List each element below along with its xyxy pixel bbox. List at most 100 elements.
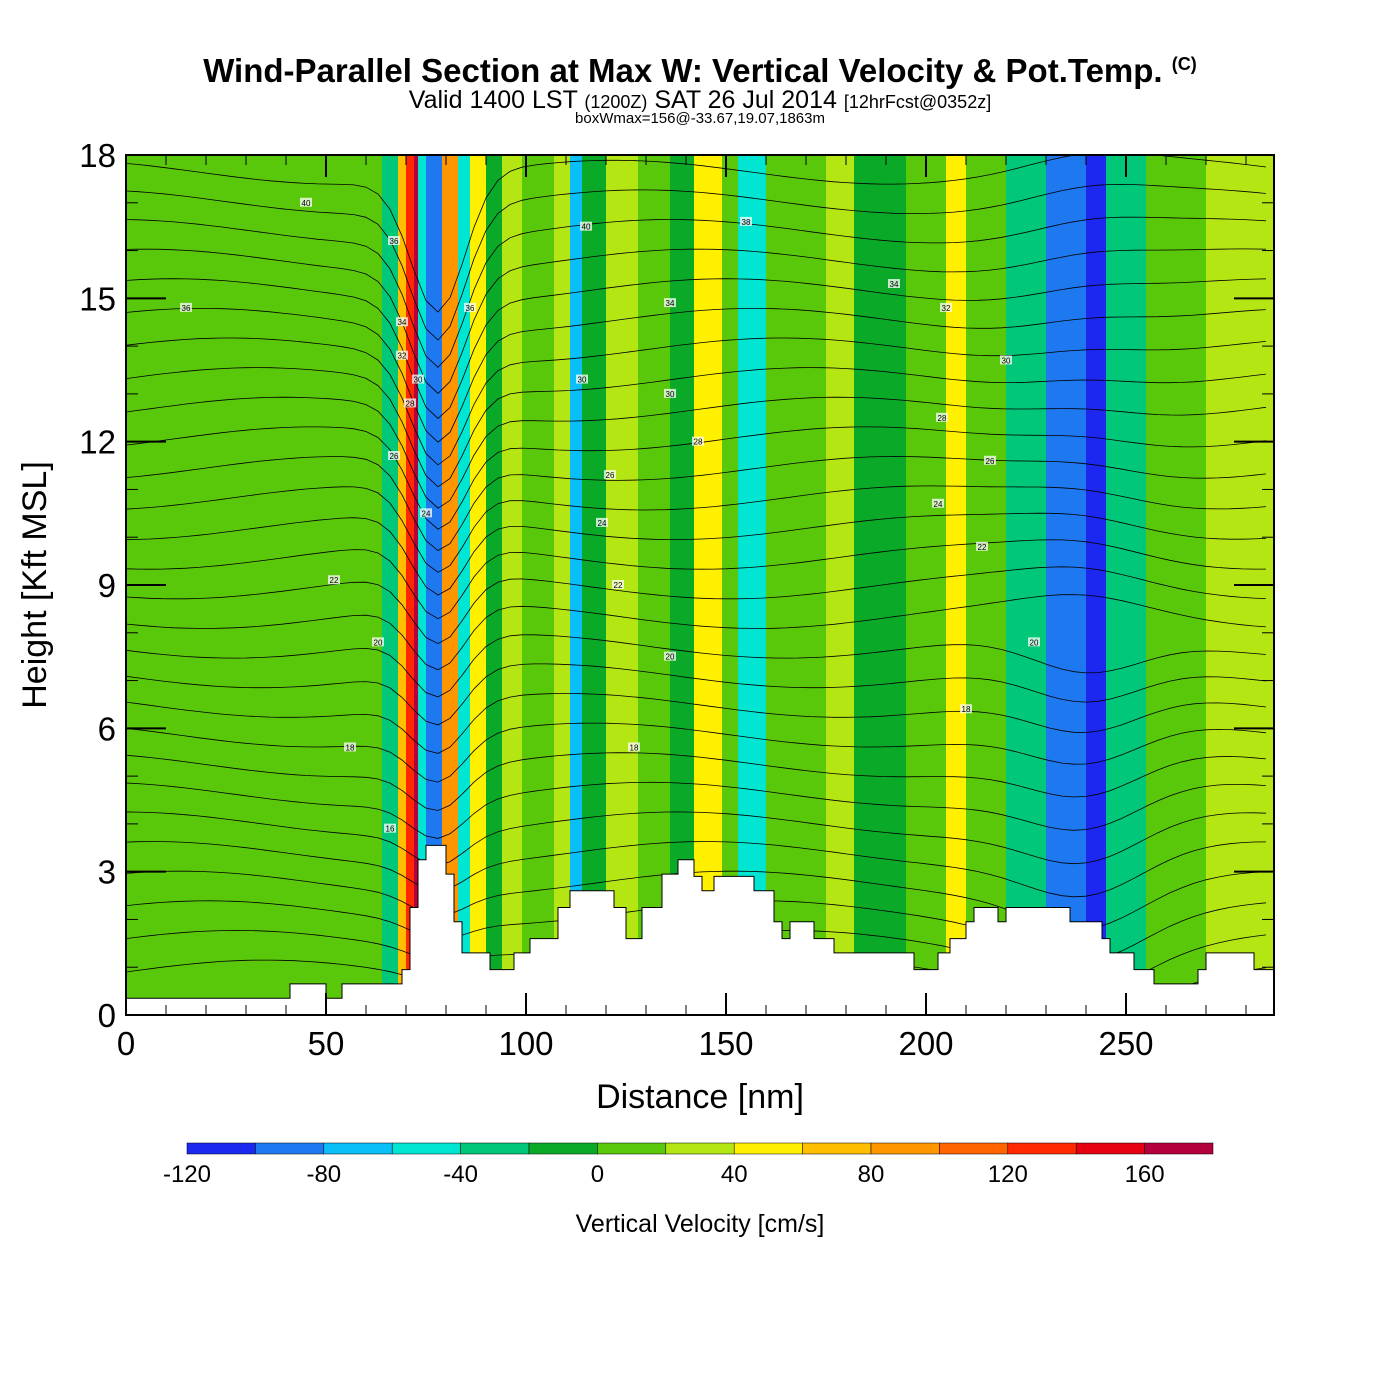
contour-label-bg	[404, 398, 416, 408]
theta-contour	[126, 216, 1267, 368]
y-tick-label: 15	[79, 280, 116, 317]
contour-label-bg	[960, 704, 972, 714]
contour-label-bg	[940, 302, 952, 312]
theta-contour	[126, 634, 1267, 698]
contour-label-bg	[628, 742, 640, 752]
theta-contour	[126, 722, 1267, 783]
theta-contour	[126, 663, 1267, 726]
colorbar-swatch	[323, 1142, 393, 1155]
contour-label: 40	[582, 223, 591, 232]
contour-label-bg	[936, 412, 948, 422]
velocity-column	[1046, 155, 1086, 1015]
box-wmax-info: boxWmax=156@-33.67,19.07,1863m	[575, 110, 825, 127]
contour-label-bg	[1028, 637, 1040, 647]
contour-label: 24	[934, 500, 943, 509]
contour-label: 22	[614, 581, 623, 590]
velocity-column	[906, 155, 946, 1015]
x-axis: 0 50 100 150 200 250	[117, 155, 1247, 1062]
contour-label: 26	[390, 452, 399, 461]
terrain-mask	[125, 844, 1275, 1016]
velocity-column	[766, 155, 826, 1015]
contour-label-bg	[388, 451, 400, 460]
velocity-column	[554, 155, 570, 1015]
y-tick-label: 6	[98, 710, 116, 747]
velocity-column	[946, 155, 966, 1015]
theta-contour	[126, 485, 1267, 573]
contour-label-bg	[664, 651, 676, 661]
contour-label-bg	[412, 374, 424, 384]
chart-title-text: Wind-Parallel Section at Max W: Vertical…	[203, 52, 1163, 89]
velocity-column	[502, 155, 522, 1015]
y-tick-label: 9	[98, 567, 116, 604]
contour-labels: 40 36 36 34 32 30 28 26 24 22 20 18 16 40 36 30 26 24 22 20…	[180, 197, 1040, 834]
theta-contour	[126, 337, 1267, 466]
chart-subtitle: Valid 1400 LST (1200Z) SAT 26 Jul 2014 […	[0, 86, 1400, 115]
velocity-field	[126, 155, 1274, 1015]
contour-label-bg	[612, 580, 624, 589]
y-tick-label: 12	[79, 424, 116, 461]
contour-label: 28	[694, 438, 703, 447]
theta-contour	[126, 594, 1267, 671]
x-tick-label: 0	[117, 1025, 135, 1062]
velocity-column	[442, 155, 458, 1015]
contour-label-bg	[596, 517, 608, 527]
valid-date: SAT 26 Jul 2014	[654, 86, 837, 114]
copyright-mark: (C)	[1171, 54, 1197, 74]
colorbar-swatch	[528, 1142, 598, 1155]
contour-label: 34	[666, 299, 675, 308]
contour-label: 24	[598, 519, 607, 528]
velocity-column	[470, 155, 486, 1015]
velocity-column	[426, 155, 442, 1015]
chart-title: Wind-Parallel Section at Max W: Vertical…	[0, 52, 1400, 90]
x-tick-label: 150	[698, 1025, 753, 1062]
contour-label: 30	[666, 390, 675, 399]
contour-label: 38	[742, 218, 751, 227]
colorbar-label: 0	[591, 1161, 604, 1188]
contour-label-bg	[692, 436, 704, 446]
contour-label-bg	[932, 498, 944, 508]
colorbar-label: -120	[163, 1161, 211, 1188]
theta-contour	[126, 841, 1267, 898]
contour-label-bg	[888, 279, 900, 288]
contour-label: 28	[406, 399, 415, 408]
contour-label: 30	[414, 376, 423, 385]
contour-label: 20	[374, 638, 383, 647]
velocity-column	[722, 155, 738, 1015]
contour-label: 26	[986, 457, 995, 466]
velocity-column	[582, 155, 606, 1015]
velocity-column	[382, 155, 402, 1015]
x-axis-title: Distance [nm]	[596, 1078, 804, 1116]
colorbar-swatch	[1144, 1142, 1214, 1155]
zulu-time: (1200Z)	[584, 92, 648, 112]
theta-contour	[126, 155, 1267, 313]
contour-label: 16	[386, 825, 395, 834]
contour-label-bg	[344, 742, 356, 752]
contour-label: 32	[398, 352, 407, 361]
y-tick-label: 0	[98, 997, 116, 1034]
x-tick-label: 200	[898, 1025, 953, 1062]
colorbar-label: 80	[858, 1161, 885, 1188]
contour-label: 28	[938, 414, 947, 423]
theta-contour	[126, 248, 1267, 394]
contour-label-bg	[396, 350, 408, 360]
theta-contour	[126, 278, 1267, 419]
contour-label-bg	[372, 637, 384, 647]
contour-label: 22	[330, 576, 339, 585]
colorbar-swatch	[1007, 1142, 1077, 1155]
contour-label-bg	[396, 317, 408, 327]
contour-label-bg	[664, 388, 676, 398]
velocity-column	[966, 155, 1006, 1015]
theta-contour	[126, 752, 1267, 811]
x-tick-label: 100	[498, 1025, 553, 1062]
contour-label-bg	[1000, 355, 1012, 365]
contour-label: 30	[578, 376, 587, 385]
contour-label-bg	[576, 374, 588, 384]
contour-label-bg	[740, 216, 752, 226]
theta-contour	[126, 367, 1267, 488]
contour-label: 26	[606, 471, 615, 480]
contour-label: 18	[962, 705, 971, 714]
contour-label-bg	[300, 197, 312, 207]
theta-contour	[126, 308, 1267, 443]
velocity-column	[458, 155, 470, 1015]
